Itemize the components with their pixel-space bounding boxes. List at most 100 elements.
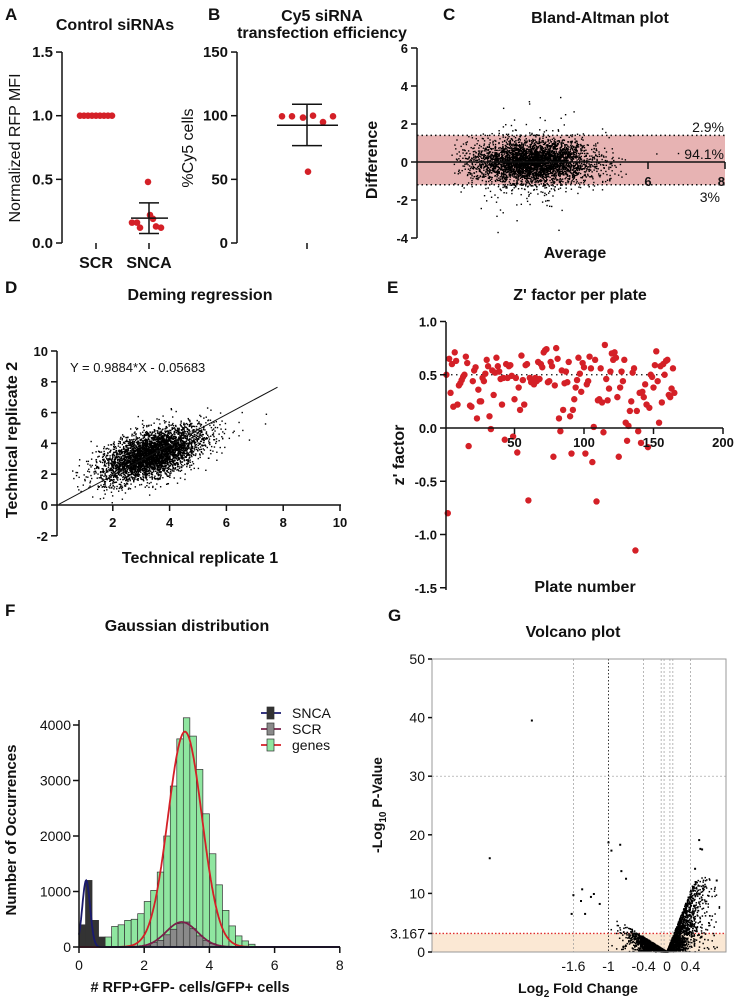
data-point — [579, 167, 582, 169]
data-point — [549, 153, 552, 156]
data-point — [521, 174, 523, 176]
data-point — [595, 148, 598, 150]
data-point — [509, 139, 511, 142]
data-point — [472, 154, 475, 156]
data-point — [506, 149, 508, 152]
data-point — [542, 177, 544, 180]
data-point — [513, 140, 516, 143]
data-point — [525, 167, 527, 170]
data-point — [476, 155, 479, 158]
data-point — [554, 144, 556, 146]
data-point — [605, 156, 607, 158]
data-point — [517, 139, 519, 141]
data-point — [587, 173, 589, 176]
data-point — [103, 452, 106, 455]
data-point — [558, 156, 561, 158]
data-point — [559, 158, 561, 161]
data-point — [532, 170, 534, 173]
data-point — [484, 162, 487, 165]
data-point — [570, 156, 572, 159]
data-point — [576, 159, 578, 161]
data-point — [537, 168, 539, 170]
data-point — [596, 163, 598, 165]
data-point — [518, 138, 520, 140]
data-point — [542, 147, 545, 150]
data-point — [532, 170, 534, 172]
data-point — [145, 474, 147, 476]
data-point — [583, 155, 586, 158]
data-point — [531, 153, 534, 156]
data-point — [461, 185, 463, 187]
data-point — [109, 484, 111, 487]
data-point — [582, 167, 584, 170]
data-point — [554, 166, 557, 169]
data-point — [565, 151, 567, 153]
data-point — [553, 180, 555, 183]
data-point — [518, 148, 520, 150]
data-point — [567, 181, 569, 184]
data-point — [497, 159, 500, 161]
data-point — [200, 448, 202, 451]
data-point — [560, 184, 562, 186]
data-point — [540, 145, 542, 147]
data-point — [593, 158, 596, 160]
data-point — [483, 175, 485, 177]
data-point — [503, 176, 505, 178]
data-point — [530, 173, 532, 176]
data-point — [555, 175, 557, 178]
data-point — [559, 136, 562, 139]
data-point — [119, 442, 122, 445]
data-point — [593, 185, 596, 187]
data-point — [488, 155, 491, 158]
data-point — [582, 182, 585, 184]
data-point — [118, 440, 120, 443]
data-point — [467, 150, 470, 152]
data-point — [529, 150, 532, 152]
data-point — [473, 159, 475, 161]
data-point — [571, 140, 573, 143]
data-point — [526, 145, 528, 147]
data-point — [560, 154, 563, 157]
data-point — [309, 112, 317, 119]
data-point — [546, 166, 548, 168]
data-point — [561, 153, 564, 156]
data-point — [528, 168, 531, 170]
data-point — [560, 156, 562, 159]
data-point — [496, 178, 498, 180]
data-point — [546, 162, 549, 165]
data-point — [558, 141, 560, 143]
data-point — [598, 151, 600, 153]
data-point — [180, 420, 182, 422]
data-point — [579, 186, 582, 189]
data-point — [474, 163, 477, 166]
data-point — [563, 168, 565, 170]
data-point — [576, 156, 579, 158]
data-point — [562, 173, 565, 176]
data-point — [530, 153, 533, 155]
data-point — [566, 156, 569, 158]
data-point — [557, 173, 559, 175]
data-point — [548, 170, 551, 172]
data-point — [166, 471, 169, 473]
data-point — [548, 142, 550, 144]
data-point — [479, 165, 481, 167]
data-point — [594, 151, 596, 154]
data-point — [556, 169, 558, 172]
data-point — [505, 176, 507, 179]
data-point — [545, 153, 548, 155]
data-point — [500, 165, 502, 168]
data-point — [485, 187, 487, 190]
data-point — [541, 158, 544, 160]
data-point — [570, 158, 572, 160]
data-point — [490, 166, 492, 168]
data-point — [602, 172, 605, 175]
data-point — [589, 155, 591, 157]
data-point — [100, 476, 102, 478]
data-point — [536, 173, 538, 175]
data-point — [557, 140, 560, 142]
data-point — [508, 143, 510, 145]
data-point — [504, 159, 507, 161]
data-point — [534, 139, 537, 141]
data-point — [480, 156, 482, 158]
data-point — [132, 439, 134, 441]
